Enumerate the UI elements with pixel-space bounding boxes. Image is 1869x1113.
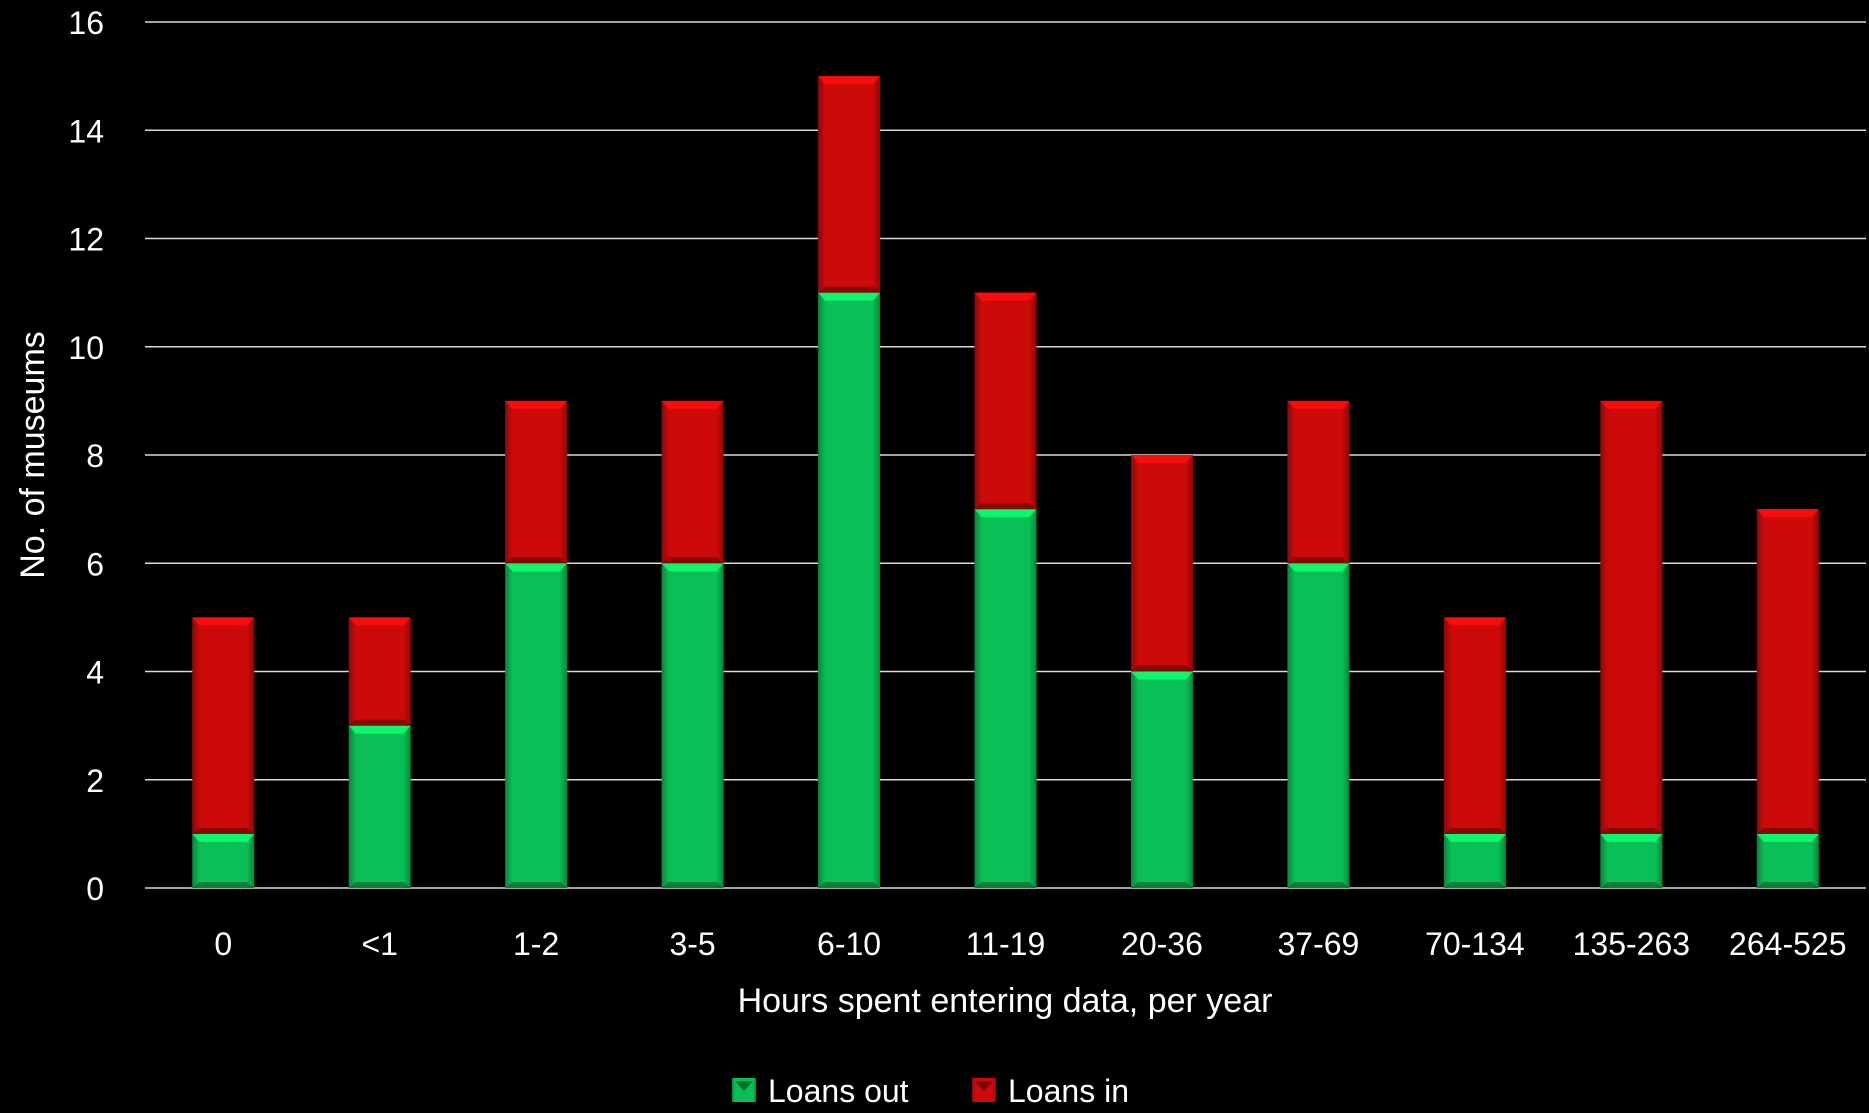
bar-loans-out (1130, 671, 1193, 888)
y-tick-label: 2 (86, 763, 104, 799)
y-axis-ticks: 0 2 4 6 8 10 12 14 16 (68, 5, 104, 907)
x-tick-label: 11-19 (966, 926, 1045, 962)
y-tick-label: 12 (68, 222, 104, 258)
bar-loans-out (1600, 833, 1663, 888)
bar-loans-out (1287, 563, 1350, 888)
y-tick-label: 6 (86, 546, 104, 582)
bar-loans-in (505, 400, 568, 564)
x-tick-label: 70-134 (1425, 926, 1525, 962)
bar-loans-in (661, 400, 724, 564)
bars (192, 76, 1819, 888)
y-tick-label: 16 (68, 5, 104, 41)
bar-loans-in (348, 617, 411, 726)
bar-loans-in (192, 617, 255, 834)
bar-loans-in (974, 292, 1037, 510)
bar-loans-in (1130, 455, 1193, 672)
bar-loans-in (1600, 400, 1663, 834)
x-tick-label: 20-36 (1121, 926, 1203, 962)
bar-loans-out (818, 292, 881, 888)
y-tick-label: 14 (68, 113, 104, 149)
x-tick-label: <1 (361, 926, 397, 962)
x-tick-label: 6-10 (817, 926, 881, 962)
bar-loans-out (1756, 833, 1819, 888)
bar-loans-in (1756, 509, 1819, 834)
y-tick-label: 10 (68, 330, 104, 366)
x-tick-label: 135-263 (1573, 926, 1690, 962)
bar-loans-out (505, 563, 568, 888)
x-tick-label: 264-525 (1729, 926, 1846, 962)
x-tick-label: 3-5 (669, 926, 715, 962)
legend-label: Loans in (1008, 1073, 1129, 1108)
bar-loans-out (192, 833, 255, 888)
y-axis-label: No. of museums (14, 331, 52, 579)
y-tick-label: 4 (86, 655, 104, 691)
bar-loans-out (661, 563, 724, 888)
legend-item: Loans in (972, 1073, 1129, 1109)
x-tick-label: 37-69 (1277, 926, 1359, 962)
bar-loans-out (974, 509, 1037, 888)
bar-loans-out (1443, 833, 1506, 888)
legend: Loans out Loans in (732, 1073, 1129, 1109)
x-tick-label: 0 (214, 926, 232, 962)
x-axis-ticks: 0 <1 1-2 3-5 6-10 11-19 20-36 37-69 70-134 135-26… (214, 926, 1846, 962)
bar-loans-in (818, 76, 881, 293)
bar-loans-in (1443, 617, 1506, 834)
bar-loans-in (1287, 400, 1350, 564)
bar-loans-out (348, 725, 411, 888)
y-tick-label: 0 (86, 871, 104, 907)
x-axis-label: Hours spent entering data, per year (738, 982, 1273, 1020)
legend-label: Loans out (768, 1073, 909, 1108)
x-tick-label: 1-2 (513, 926, 559, 962)
legend-item: Loans out (732, 1073, 909, 1109)
y-tick-label: 8 (86, 438, 104, 474)
